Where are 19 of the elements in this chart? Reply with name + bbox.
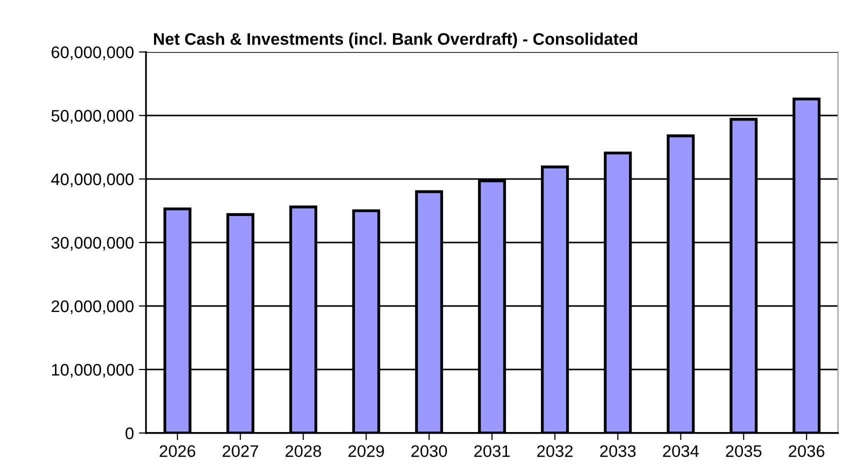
x-tick-label: 2030 <box>411 445 447 458</box>
y-tick-label: 0 <box>126 427 134 440</box>
x-tick-label: 2035 <box>726 445 762 458</box>
x-tick-label: 2029 <box>348 445 384 458</box>
x-tick-label: 2027 <box>222 445 258 458</box>
y-tick-label: 50,000,000 <box>51 110 134 124</box>
y-tick-label: 30,000,000 <box>51 236 134 251</box>
x-tick-label: 2032 <box>537 445 573 458</box>
y-tick-label: 10,000,000 <box>52 364 134 378</box>
y-tick-label: 60,000,000 <box>52 46 134 60</box>
x-tick-label: 2036 <box>788 445 824 458</box>
y-tick-label: 20,000,000 <box>52 300 134 314</box>
x-tick-label: 2026 <box>160 445 196 458</box>
y-tick-label: 40,000,000 <box>51 173 134 188</box>
x-tick-label: 2031 <box>474 445 510 458</box>
x-tick-label: 2028 <box>286 445 322 458</box>
x-tick-label: 2033 <box>600 445 636 458</box>
x-tick-label: 2034 <box>663 445 699 458</box>
chart-title: Net Cash & Investments (incl. Bank Overdraft) - Consolidated <box>154 32 638 48</box>
